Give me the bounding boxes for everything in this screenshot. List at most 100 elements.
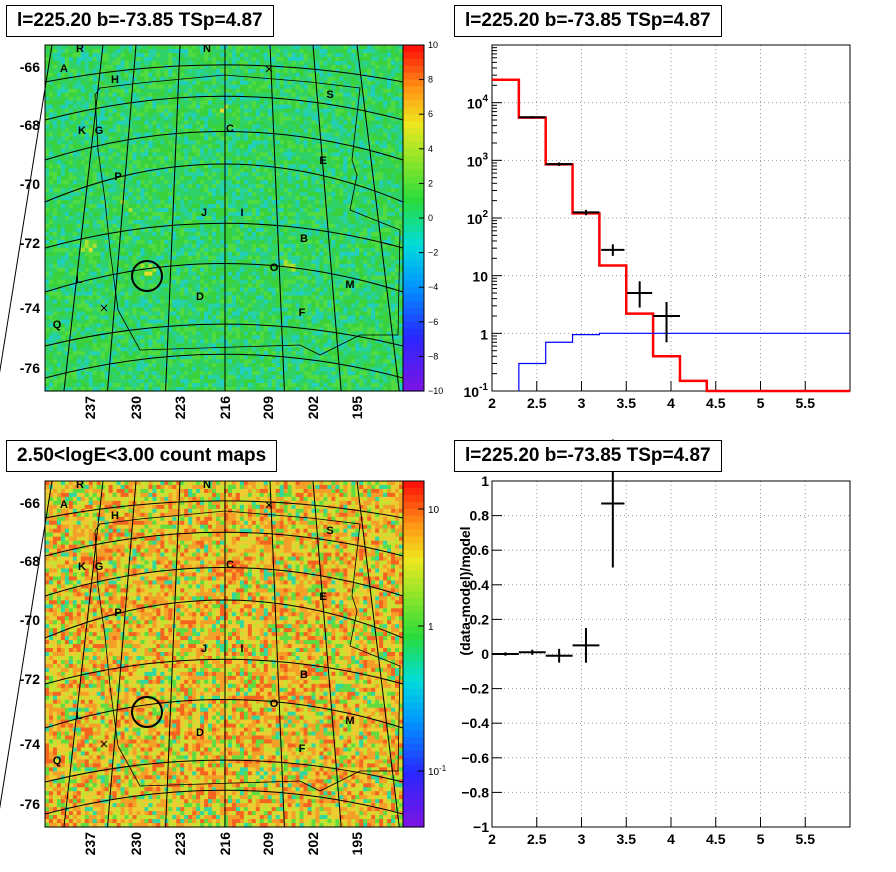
source-label-Q: Q <box>53 319 62 331</box>
y-tick-label: −0.4 <box>461 715 489 731</box>
roi-outline <box>94 74 401 356</box>
source-label-I: I <box>240 643 243 655</box>
graticule-latitude-line <box>44 323 404 347</box>
y-tick-label: -72 <box>20 671 40 687</box>
x-tick-label: 2 <box>488 395 496 411</box>
colorbar-tick-label: 10 <box>428 505 440 516</box>
y-tick-label: -76 <box>20 796 40 812</box>
count-map: R N A H S K G C E P J I B L O M D F Q -66 -68 -70 -72 -74 -76 237… <box>0 479 447 856</box>
x-tick-label: 4.5 <box>706 395 726 411</box>
source-label-K: K <box>78 561 86 573</box>
test-source-circle <box>131 260 163 292</box>
graticule-latitude-line <box>44 567 404 597</box>
graticule-meridian-line <box>107 480 137 828</box>
x-tick-label: 3 <box>578 831 586 847</box>
y-tick-label: -68 <box>20 553 40 569</box>
graticule-latitude-line <box>44 222 404 249</box>
y-tick-label: 1 <box>480 326 488 342</box>
source-cross-marker <box>265 501 273 509</box>
graticule-latitude-line <box>44 64 404 83</box>
x-tick-label: 4 <box>667 395 675 411</box>
graticule-latitude-line <box>44 263 404 293</box>
y-tick-label: 0.2 <box>470 611 490 627</box>
count-map-title: 2.50<logE<3.00 count maps <box>6 440 278 472</box>
x-tick-label: 216 <box>217 396 233 420</box>
spectrum-title: l=225.20 b=-73.85 TSp=4.87 <box>454 5 722 37</box>
y-tick-label: 0 <box>481 646 489 662</box>
x-tick-label: 230 <box>128 832 144 856</box>
source-label-D: D <box>196 727 204 739</box>
x-tick-label: 223 <box>172 832 188 856</box>
source-label-N: N <box>203 479 211 491</box>
source-labels: R N A H S K G C E P J I B L O M D F Q <box>53 479 355 767</box>
y-tick-label: -74 <box>20 736 40 752</box>
x-tick-label: 209 <box>260 832 276 856</box>
source-label-P: P <box>114 171 121 183</box>
y-tick-label: 0.6 <box>470 542 490 558</box>
y-tick-label: -76 <box>20 360 40 376</box>
test-source-circle <box>131 696 163 728</box>
graticule-meridian-line <box>0 480 53 810</box>
source-label-E: E <box>319 591 326 603</box>
y-tick-label: 10 <box>472 269 488 285</box>
y-tick-label: 1 <box>481 473 489 489</box>
graticule-meridian-line <box>356 44 400 392</box>
source-label-C: C <box>226 123 234 135</box>
source-label-L: L <box>76 710 83 722</box>
source-label-J: J <box>201 643 207 655</box>
source-label-E: E <box>319 155 326 167</box>
source-label-A: A <box>60 499 68 511</box>
significance-map-panel: R N A H S K G C E P J I B L O M D F Q -66 -68 -70 -72 -74 -76 237… <box>0 0 448 436</box>
x-tick-label: 195 <box>349 396 365 420</box>
x-tick-label: 5.5 <box>796 831 816 847</box>
source-label-M: M <box>345 279 354 291</box>
source-cross-marker <box>100 304 108 312</box>
grid <box>492 481 850 827</box>
y-tick-label: -70 <box>20 176 40 192</box>
significance-map: R N A H S K G C E P J I B L O M D F Q -66 -68 -70 -72 -74 -76 237… <box>0 40 443 420</box>
graticule-meridian-line <box>0 44 53 374</box>
graticule-meridian-line <box>165 44 181 392</box>
source-label-I: I <box>240 207 243 219</box>
colorbar-tick-label: −6 <box>428 317 438 327</box>
colorbar-tick-label: 10-1 <box>428 764 447 778</box>
source-label-Q: Q <box>53 755 62 767</box>
residual-title: l=225.20 b=-73.85 TSp=4.87 <box>454 440 722 472</box>
colorbar-tick-label: −4 <box>428 282 438 292</box>
graticule-meridian-line <box>107 44 137 392</box>
x-tick-label: 3.5 <box>617 395 637 411</box>
residual-chart: 2 2.5 3 3.5 4 4.5 5 5.5 1 0.8 0.6 0.4 0.2 0 −0.2 −0.4 −0… <box>457 439 851 847</box>
source-label-N: N <box>203 43 211 55</box>
y-tick-label: -66 <box>20 59 40 75</box>
source-label-F: F <box>299 307 306 319</box>
x-tick-label: 4 <box>667 831 675 847</box>
x-tick-label: 5.5 <box>796 395 816 411</box>
background-step-line <box>518 332 850 391</box>
source-label-O: O <box>270 262 279 274</box>
roi-outline <box>94 510 401 792</box>
graticule <box>0 44 404 392</box>
data-points <box>518 116 680 343</box>
source-label-L: L <box>76 274 83 286</box>
graticule-latitude-line <box>44 531 404 557</box>
y-tick-label: 10-1 <box>464 382 489 400</box>
graticule-latitude-line <box>44 131 404 161</box>
source-label-S: S <box>326 525 333 537</box>
graticule-meridian-line <box>312 480 342 828</box>
graticule <box>0 480 404 828</box>
y-tick-label: 0.8 <box>470 508 490 524</box>
source-label-J: J <box>201 207 207 219</box>
x-tick-label: 5 <box>757 395 765 411</box>
colorbar-tick-label: 4 <box>428 144 433 154</box>
source-label-A: A <box>60 63 68 75</box>
source-cross-marker <box>265 65 273 73</box>
source-label-H: H <box>111 74 119 86</box>
x-tick-label: 195 <box>349 832 365 856</box>
x-tick-label: 202 <box>305 396 321 420</box>
source-label-B: B <box>300 669 308 681</box>
source-label-K: K <box>78 125 86 137</box>
y-tick-label: 0.4 <box>470 577 490 593</box>
y-tick-label: −0.6 <box>461 750 489 766</box>
source-labels: R N A H S K G C E P J I B L O M D F Q <box>53 43 355 331</box>
